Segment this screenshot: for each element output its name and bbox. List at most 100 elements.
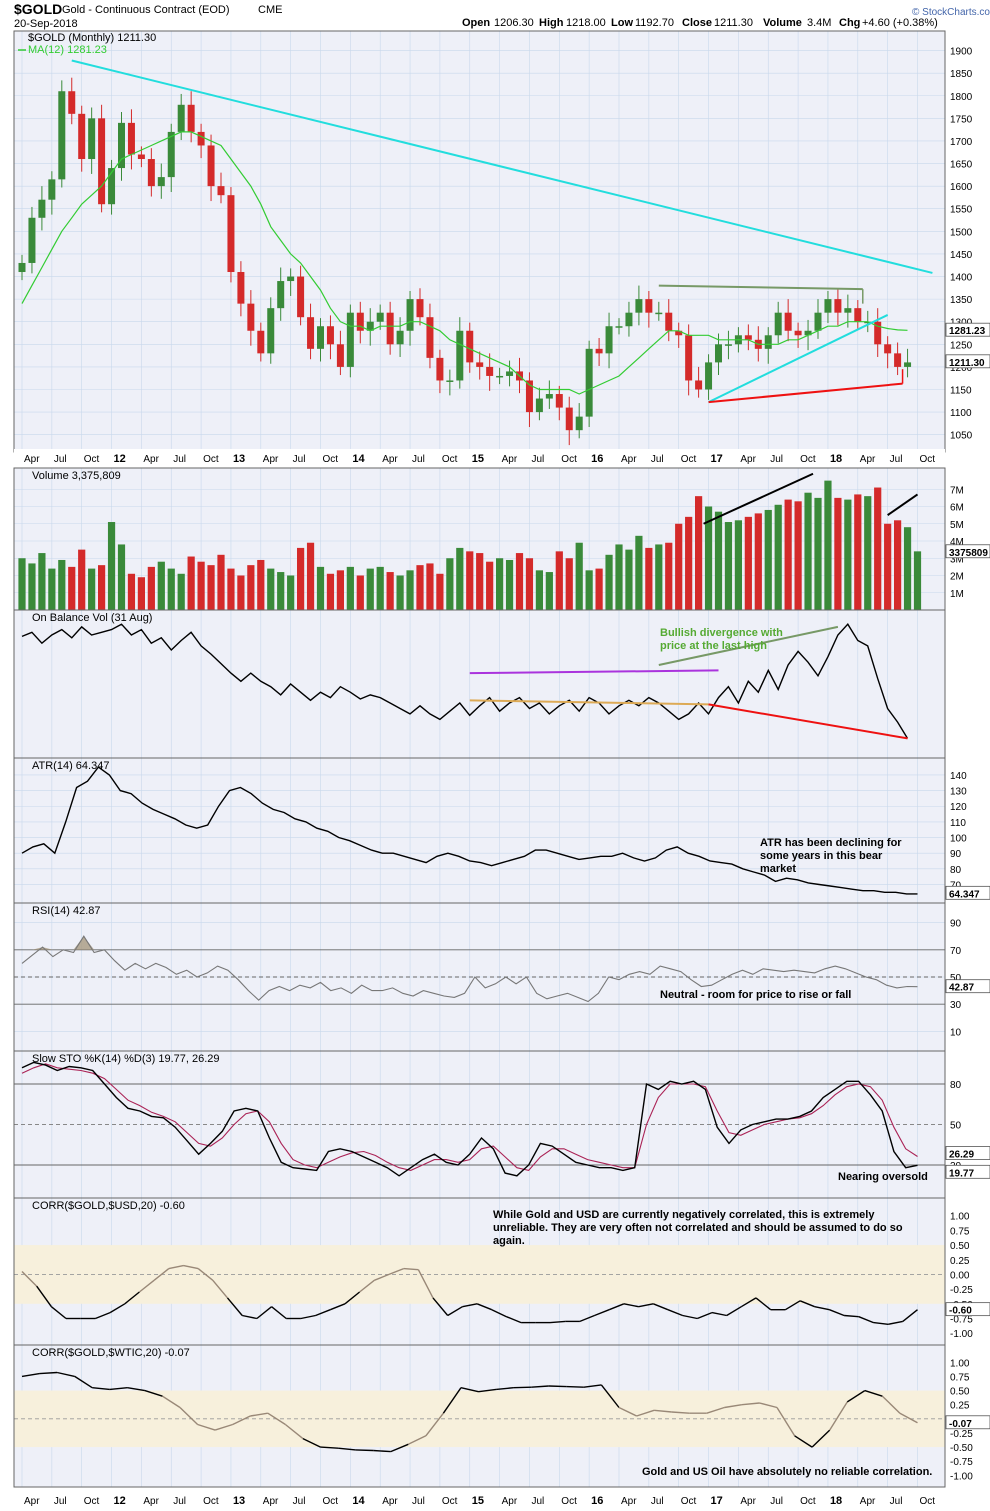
volume-bar: [814, 497, 822, 610]
volume-bar: [48, 568, 56, 610]
rsi-panel: 10 30 50 70 90 Neutral - room for price to ri…: [13, 902, 990, 1052]
date-axis-label: Jul: [531, 454, 544, 465]
candle-body: [476, 362, 484, 367]
date-axis-label: Jul: [770, 454, 783, 465]
volume-bar: [117, 544, 126, 610]
candle-body: [446, 380, 454, 382]
volume-bar: [704, 506, 713, 610]
date-axis-label: Apr: [621, 1496, 637, 1507]
sto-title: Slow STO %K(14) %D(3) 19.77, 26.29: [32, 1053, 220, 1065]
volume-bar: [655, 544, 663, 610]
close-value: 1211.30: [714, 17, 753, 29]
candle-body: [48, 179, 56, 200]
corr-wtic-line-segment: [39, 1371, 58, 1375]
corr-usd-line-segment: [844, 1314, 859, 1318]
corr-wtic-line-segment: [811, 1429, 831, 1448]
date-axis-label: Oct: [323, 454, 339, 465]
atr-line: [21, 766, 918, 895]
date-axis-label: 17: [711, 453, 723, 465]
date-axis-label: 18: [830, 453, 842, 465]
price-ytick-label: 1150: [950, 386, 972, 397]
candle-body: [615, 326, 623, 328]
volume-bar: [88, 568, 96, 610]
high-value: 1218.00: [566, 17, 606, 29]
date-axis-label: Oct: [800, 454, 816, 465]
volume-bar: [376, 566, 384, 610]
volume-bar: [346, 566, 354, 610]
obv-purple-resistance: [469, 669, 719, 675]
rsi-last-tag-box: [945, 979, 990, 994]
candle-body: [744, 335, 752, 340]
price-ytick-label: 1500: [950, 227, 973, 238]
open-value: 1206.30: [494, 17, 534, 29]
corr-usd-line-segment: [21, 1271, 38, 1287]
candle-body: [675, 330, 683, 336]
candle-body: [585, 348, 593, 417]
corr-usd-line-segment: [374, 1273, 390, 1281]
corr-wtic-ytick-label: 0.50: [950, 1387, 970, 1398]
corr-wtic-line-segment: [355, 1449, 374, 1452]
date-axis-label: Jul: [412, 1496, 425, 1507]
price-ytick-label: 1200: [950, 363, 973, 374]
volume-bar: [237, 575, 245, 610]
candle-body: [525, 380, 533, 413]
price-ytick-label: 1350: [950, 295, 973, 306]
chart-symbol: $GOLD: [14, 1, 62, 17]
date-axis-label: Apr: [263, 454, 279, 465]
corr-usd-line-segment: [902, 1309, 918, 1322]
volume-bar: [277, 572, 285, 610]
corr-wtic-line-segment: [846, 1390, 866, 1403]
atr-panel: 708090100110120130140ATR has been declin…: [13, 757, 990, 904]
volume-bar: [774, 504, 782, 610]
atr-ytick-label: 100: [950, 834, 967, 845]
corr-usd-line-segment: [858, 1316, 874, 1324]
corr-usd-line-segment: [300, 1314, 316, 1320]
corr-usd-line-segment: [359, 1279, 375, 1293]
corr-usd-last-tag-box: [945, 1302, 990, 1317]
date-axis-label: 12: [114, 453, 126, 465]
candle-body: [595, 348, 603, 354]
volume-bar: [58, 559, 66, 610]
date-axis-label: Oct: [442, 454, 458, 465]
corr-usd-line-segment: [242, 1314, 258, 1320]
corr-wtic-line-segment: [109, 1387, 128, 1391]
red-support-line: [708, 382, 903, 404]
candle-body: [287, 276, 295, 282]
corr-wtic-line-segment: [92, 1387, 110, 1391]
corr-usd-line-segment: [50, 1306, 67, 1320]
date-axis-label: 14: [352, 1495, 365, 1507]
volume-bar: [884, 523, 892, 610]
volume-ytick-label: 7M: [950, 485, 964, 496]
volume-bar: [476, 553, 484, 610]
obv-green-divergence: [658, 625, 839, 666]
candle-body: [406, 299, 414, 331]
corr-usd-line-segment: [653, 1303, 669, 1311]
candle-body: [804, 330, 812, 336]
candle-body: [625, 312, 633, 327]
chg-label: Chg: [839, 17, 860, 29]
corr-usd-line-segment: [432, 1297, 449, 1316]
volume-bar: [665, 542, 673, 610]
corr-wtic-line-segment: [881, 1395, 901, 1414]
volume-bar: [207, 565, 215, 610]
volume-last-tag-box: [945, 544, 990, 559]
sto-d-last-tag-box: [945, 1146, 990, 1160]
volume-bar: [764, 509, 772, 610]
candle-body: [665, 312, 673, 331]
volume-bar: [18, 558, 26, 610]
corr-wtic-line-segment: [127, 1387, 146, 1392]
corr-wtic-line-segment: [899, 1412, 918, 1424]
corr-usd-line-segment: [873, 1321, 889, 1325]
volume-bar: [466, 551, 474, 610]
volume-bar: [595, 568, 603, 610]
corr-wtic-line-segment: [776, 1407, 796, 1437]
corr-usd-annotation: While Gold and USD are currently negativ…: [493, 1209, 875, 1221]
candle-body: [88, 118, 96, 160]
corr-usd-line-segment: [315, 1309, 331, 1317]
corr-wtic-ytick-label: -0.50: [950, 1443, 973, 1454]
candle-body: [874, 321, 882, 345]
volume-bar: [107, 522, 116, 610]
date-axis-label: Oct: [681, 454, 697, 465]
candle-body: [555, 394, 563, 408]
